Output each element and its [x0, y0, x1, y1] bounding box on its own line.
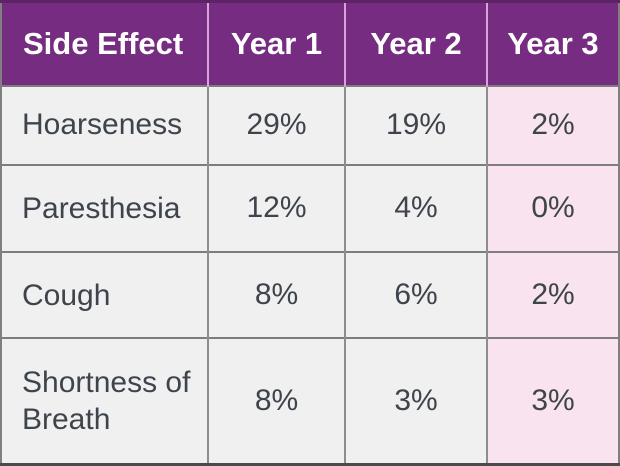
header-cell-side-effect: Side Effect [1, 1, 208, 86]
table-row: Hoarseness 29% 19% 2% [1, 84, 619, 165]
table-row: Cough 8% 6% 2% [1, 251, 619, 339]
value-cell-year-2: 19% [344, 84, 487, 165]
table-header-row: Side Effect Year 1 Year 2 Year 3 [1, 1, 619, 86]
value-cell-year-2: 4% [344, 163, 487, 253]
value-cell-year-2: 6% [344, 251, 487, 339]
value-cell-year-2: 3% [344, 337, 487, 465]
value-cell-year-1: 8% [207, 251, 345, 339]
table-row: Paresthesia 12% 4% 0% [1, 163, 619, 253]
header-cell-year-2: Year 2 [344, 1, 487, 86]
header-cell-year-1: Year 1 [207, 1, 345, 86]
side-effect-label: Cough [1, 251, 208, 339]
value-cell-year-3: 0% [486, 163, 619, 253]
value-cell-year-3: 3% [486, 337, 619, 465]
side-effect-label: Hoarseness [1, 84, 208, 165]
header-cell-year-3: Year 3 [486, 1, 619, 86]
side-effect-label: Shortness of Breath [1, 337, 208, 465]
value-cell-year-3: 2% [486, 251, 619, 339]
table-row: Shortness of Breath 8% 3% 3% [1, 337, 619, 465]
side-effect-label: Paresthesia [1, 163, 208, 253]
value-cell-year-1: 29% [207, 84, 345, 165]
value-cell-year-3: 2% [486, 84, 619, 165]
value-cell-year-1: 12% [207, 163, 345, 253]
value-cell-year-1: 8% [207, 337, 345, 465]
